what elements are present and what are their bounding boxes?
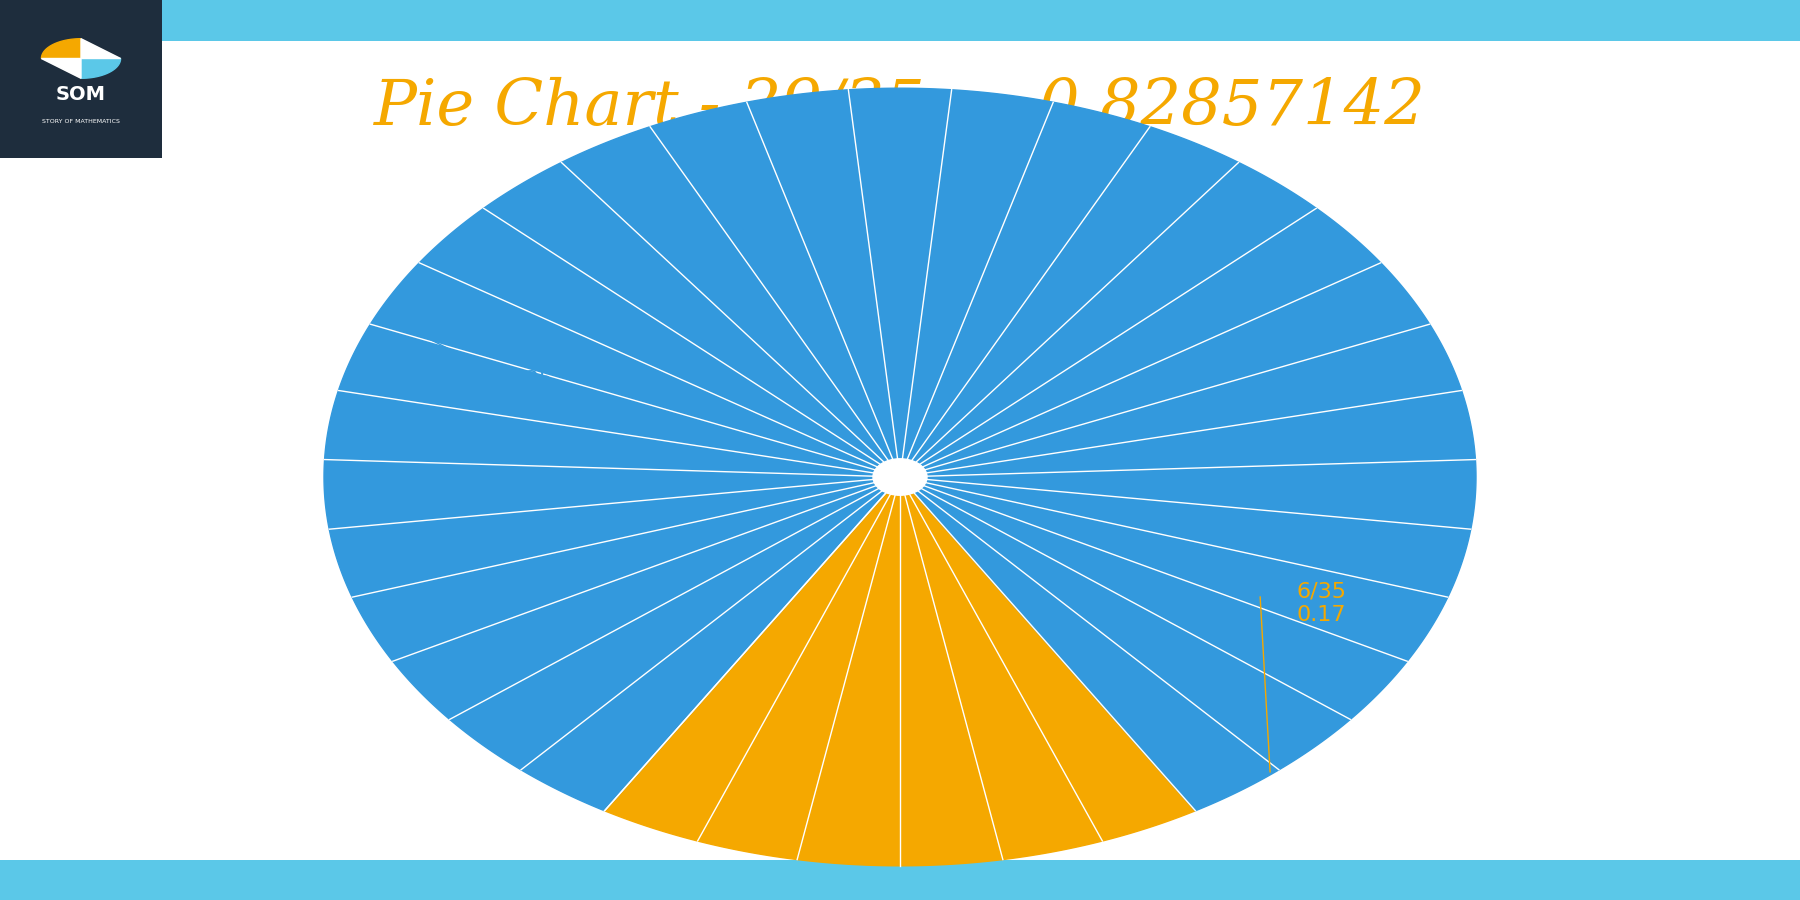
Polygon shape <box>392 477 900 719</box>
Polygon shape <box>900 103 1150 477</box>
Polygon shape <box>324 391 900 477</box>
Polygon shape <box>371 263 900 477</box>
Text: 1/35
0.03: 1/35 0.03 <box>504 370 554 413</box>
Polygon shape <box>900 477 1471 597</box>
Polygon shape <box>329 477 900 597</box>
Polygon shape <box>81 58 121 78</box>
Polygon shape <box>797 477 900 866</box>
FancyBboxPatch shape <box>0 0 1800 40</box>
Polygon shape <box>900 163 1316 477</box>
Polygon shape <box>900 477 1003 866</box>
Polygon shape <box>900 391 1476 477</box>
Polygon shape <box>900 90 1053 477</box>
Polygon shape <box>450 477 900 770</box>
Polygon shape <box>900 208 1381 477</box>
FancyBboxPatch shape <box>0 860 1800 900</box>
Polygon shape <box>848 88 952 477</box>
Polygon shape <box>900 324 1462 477</box>
Polygon shape <box>41 58 81 78</box>
Ellipse shape <box>873 459 927 495</box>
Polygon shape <box>900 477 1408 719</box>
Polygon shape <box>324 460 900 529</box>
Polygon shape <box>41 39 81 58</box>
Polygon shape <box>562 127 900 477</box>
Polygon shape <box>650 103 900 477</box>
Polygon shape <box>747 90 900 477</box>
Polygon shape <box>900 460 1476 529</box>
Polygon shape <box>900 477 1195 841</box>
Polygon shape <box>419 208 900 477</box>
Polygon shape <box>900 263 1429 477</box>
Polygon shape <box>900 127 1238 477</box>
Text: 6/35
0.17: 6/35 0.17 <box>1296 581 1346 625</box>
Polygon shape <box>353 477 900 662</box>
Polygon shape <box>484 163 900 477</box>
FancyBboxPatch shape <box>0 0 162 158</box>
Text: SOM: SOM <box>56 85 106 104</box>
Polygon shape <box>698 477 900 860</box>
Polygon shape <box>900 477 1350 770</box>
Polygon shape <box>605 477 900 841</box>
Polygon shape <box>338 324 900 477</box>
Polygon shape <box>900 477 1280 811</box>
Text: Pie Chart - 29/35 =  0.82857142: Pie Chart - 29/35 = 0.82857142 <box>374 77 1426 139</box>
Polygon shape <box>900 477 1447 662</box>
Polygon shape <box>520 477 900 811</box>
Polygon shape <box>900 477 1102 860</box>
Polygon shape <box>81 39 121 58</box>
Text: STORY OF MATHEMATICS: STORY OF MATHEMATICS <box>41 119 121 124</box>
